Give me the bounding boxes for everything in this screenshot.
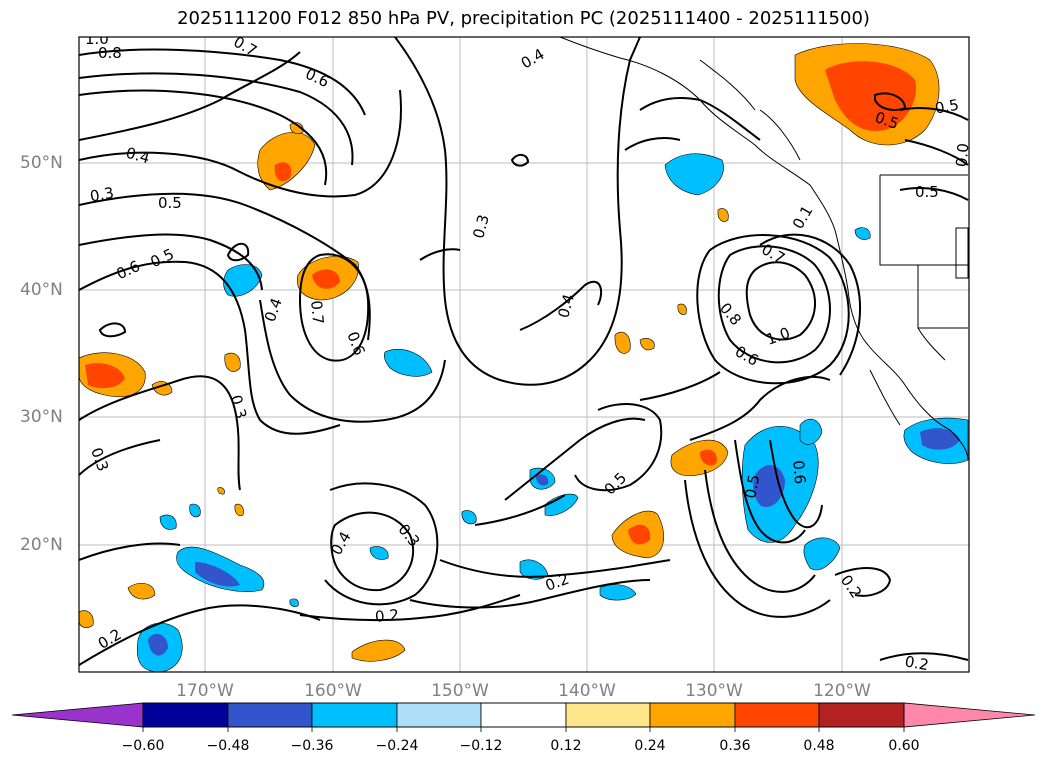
- map-plot-area: 1.0 0.8 0.7 0.6 0.4 0.3 0.5 0.6 0.5 0.4 …: [79, 30, 972, 674]
- colorbar-bin: [818, 702, 905, 728]
- contour-label: 0.5: [934, 96, 961, 118]
- contour-label: 0.2: [374, 606, 399, 626]
- colorbar-bin: [565, 702, 651, 728]
- map-border: [78, 36, 970, 673]
- lon-label-160w: 160°W: [304, 681, 362, 701]
- pv-contours: [79, 37, 969, 666]
- lon-label-120w: 120°W: [813, 681, 871, 701]
- lat-label-30n: 30°N: [20, 407, 63, 427]
- lat-label-20n: 20°N: [20, 535, 63, 555]
- contour-label: 0.1: [789, 202, 817, 232]
- colorbar-tick-label: −0.12: [459, 738, 503, 754]
- contour-label: 0.0: [952, 142, 972, 167]
- colorbar-bin: [396, 702, 482, 728]
- contour-label: 0.2: [903, 652, 930, 674]
- contour-label: 0.6: [303, 65, 332, 91]
- coastlines: [559, 37, 969, 461]
- colorbar-tick-label: 0.12: [550, 738, 582, 754]
- contour-label: 0.5: [158, 194, 182, 212]
- lon-label-170w: 170°W: [176, 681, 234, 701]
- precip-negative-areas: [136, 153, 969, 672]
- colorbar-low-extend: [11, 702, 144, 728]
- contour-label: 0.2: [95, 625, 125, 653]
- colorbar-bin: [649, 702, 736, 728]
- contour-label: 0.3: [87, 445, 112, 474]
- lon-label-150w: 150°W: [431, 681, 489, 701]
- lon-label-140w: 140°W: [558, 681, 616, 701]
- contour-label: 0.6: [114, 257, 143, 283]
- contour-label: 1.0: [764, 324, 793, 349]
- colorbar: [11, 702, 1036, 732]
- contour-label: 0.4: [554, 292, 578, 320]
- contour-label: 0.4: [261, 296, 286, 325]
- colorbar-tick-label: −0.24: [375, 738, 419, 754]
- contour-label: 0.2: [837, 572, 865, 602]
- colorbar-bin: [227, 702, 313, 728]
- contour-label: 0.4: [124, 144, 152, 168]
- lat-label-40n: 40°N: [20, 280, 63, 300]
- colorbar-ticks: [142, 727, 905, 732]
- contour-label: 1.0: [85, 30, 109, 48]
- colorbar-high-extend: [903, 702, 1036, 728]
- colorbar-bin: [311, 702, 398, 728]
- contour-label: 0.3: [227, 393, 251, 421]
- contour-label: 0.5: [148, 245, 177, 271]
- colorbar-bin: [142, 702, 229, 728]
- map-title: 2025111200 F012 850 hPa PV, precipitatio…: [177, 8, 870, 29]
- colorbar-tick-label: 0.48: [803, 738, 835, 754]
- colorbar-tick-label: 0.36: [719, 738, 751, 754]
- colorbar-tick-label: −0.36: [290, 738, 334, 754]
- contour-label: 0.5: [601, 469, 631, 499]
- contour-label: 0.6: [789, 460, 809, 485]
- contour-label: 0.3: [394, 520, 423, 550]
- lon-label-130w: 130°W: [685, 681, 743, 701]
- contour-label: 0.5: [915, 183, 939, 201]
- colorbar-tick-label: 0.60: [888, 738, 920, 754]
- contour-label: 0.8: [716, 299, 745, 329]
- contour-label: 0.5: [741, 473, 763, 500]
- precip-positive-areas: [79, 43, 940, 662]
- colorbar-tick-label: 0.24: [634, 738, 666, 754]
- contour-label: 0.3: [469, 213, 493, 241]
- colorbar-bin: [480, 702, 567, 728]
- contour-label: 0.8: [98, 44, 122, 62]
- colorbar-tick-label: −0.48: [206, 738, 250, 754]
- colorbar-tick-label: −0.60: [121, 738, 165, 754]
- contour-label: 0.3: [89, 184, 116, 206]
- contour-label: 0.7: [307, 300, 327, 325]
- contour-label: 0.4: [518, 45, 548, 73]
- lat-label-50n: 50°N: [20, 153, 63, 173]
- colorbar-bin: [734, 702, 820, 728]
